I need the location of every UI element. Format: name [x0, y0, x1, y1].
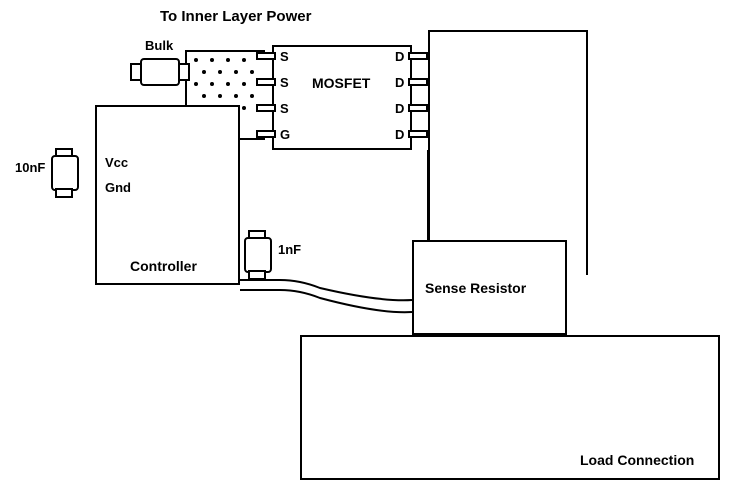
mosfet-pin-label: G [280, 127, 290, 142]
mosfet-pin-label: S [280, 101, 289, 116]
load-connection-label: Load Connection [580, 452, 694, 468]
mosfet-block [272, 45, 412, 150]
mosfet-pin-s [256, 52, 276, 60]
right-top-block [428, 30, 588, 275]
mosfet-pin-label: D [395, 49, 404, 64]
via-dot [194, 58, 198, 62]
gnd-label: Gnd [105, 180, 131, 195]
via-dot [242, 82, 246, 86]
bulk-label: Bulk [145, 38, 173, 53]
mosfet-pin-s [256, 104, 276, 112]
mosfet-pin-label: D [395, 101, 404, 116]
bulk-cap-lead [178, 63, 190, 81]
cap-1nf-lead [248, 270, 266, 280]
mosfet-pin-g [256, 130, 276, 138]
via-dot [210, 58, 214, 62]
mosfet-pin-d [408, 104, 428, 112]
via-dot [250, 70, 254, 74]
via-dot [226, 82, 230, 86]
mosfet-pin-label: D [395, 75, 404, 90]
vcc-label: Vcc [105, 155, 128, 170]
cap-10nf-lead [55, 188, 73, 198]
via-dot [234, 70, 238, 74]
cap-1nf-body [244, 237, 272, 273]
via-dot [202, 70, 206, 74]
cap-10nf-body [51, 155, 79, 191]
mosfet-pin-s [256, 78, 276, 86]
mosfet-pin-d [408, 52, 428, 60]
via-dot [242, 58, 246, 62]
via-dot [250, 94, 254, 98]
bulk-cap-body [140, 58, 180, 86]
mosfet-pin-label: S [280, 75, 289, 90]
via-dot [218, 94, 222, 98]
controller-label: Controller [130, 258, 197, 274]
via-dot [234, 94, 238, 98]
sense-resistor-label: Sense Resistor [425, 280, 526, 296]
cap-1nf-label: 1nF [278, 242, 301, 257]
mosfet-label: MOSFET [312, 75, 370, 91]
via-dot [218, 70, 222, 74]
via-dot [226, 58, 230, 62]
mosfet-pin-d [408, 78, 428, 86]
via-dot [194, 82, 198, 86]
mosfet-pin-d [408, 130, 428, 138]
via-dot [210, 82, 214, 86]
via-dot [202, 94, 206, 98]
mosfet-pin-label: S [280, 49, 289, 64]
mosfet-pin-label: D [395, 127, 404, 142]
cap-10nf-label: 10nF [15, 160, 45, 175]
title-label: To Inner Layer Power [160, 8, 311, 25]
via-dot [242, 106, 246, 110]
